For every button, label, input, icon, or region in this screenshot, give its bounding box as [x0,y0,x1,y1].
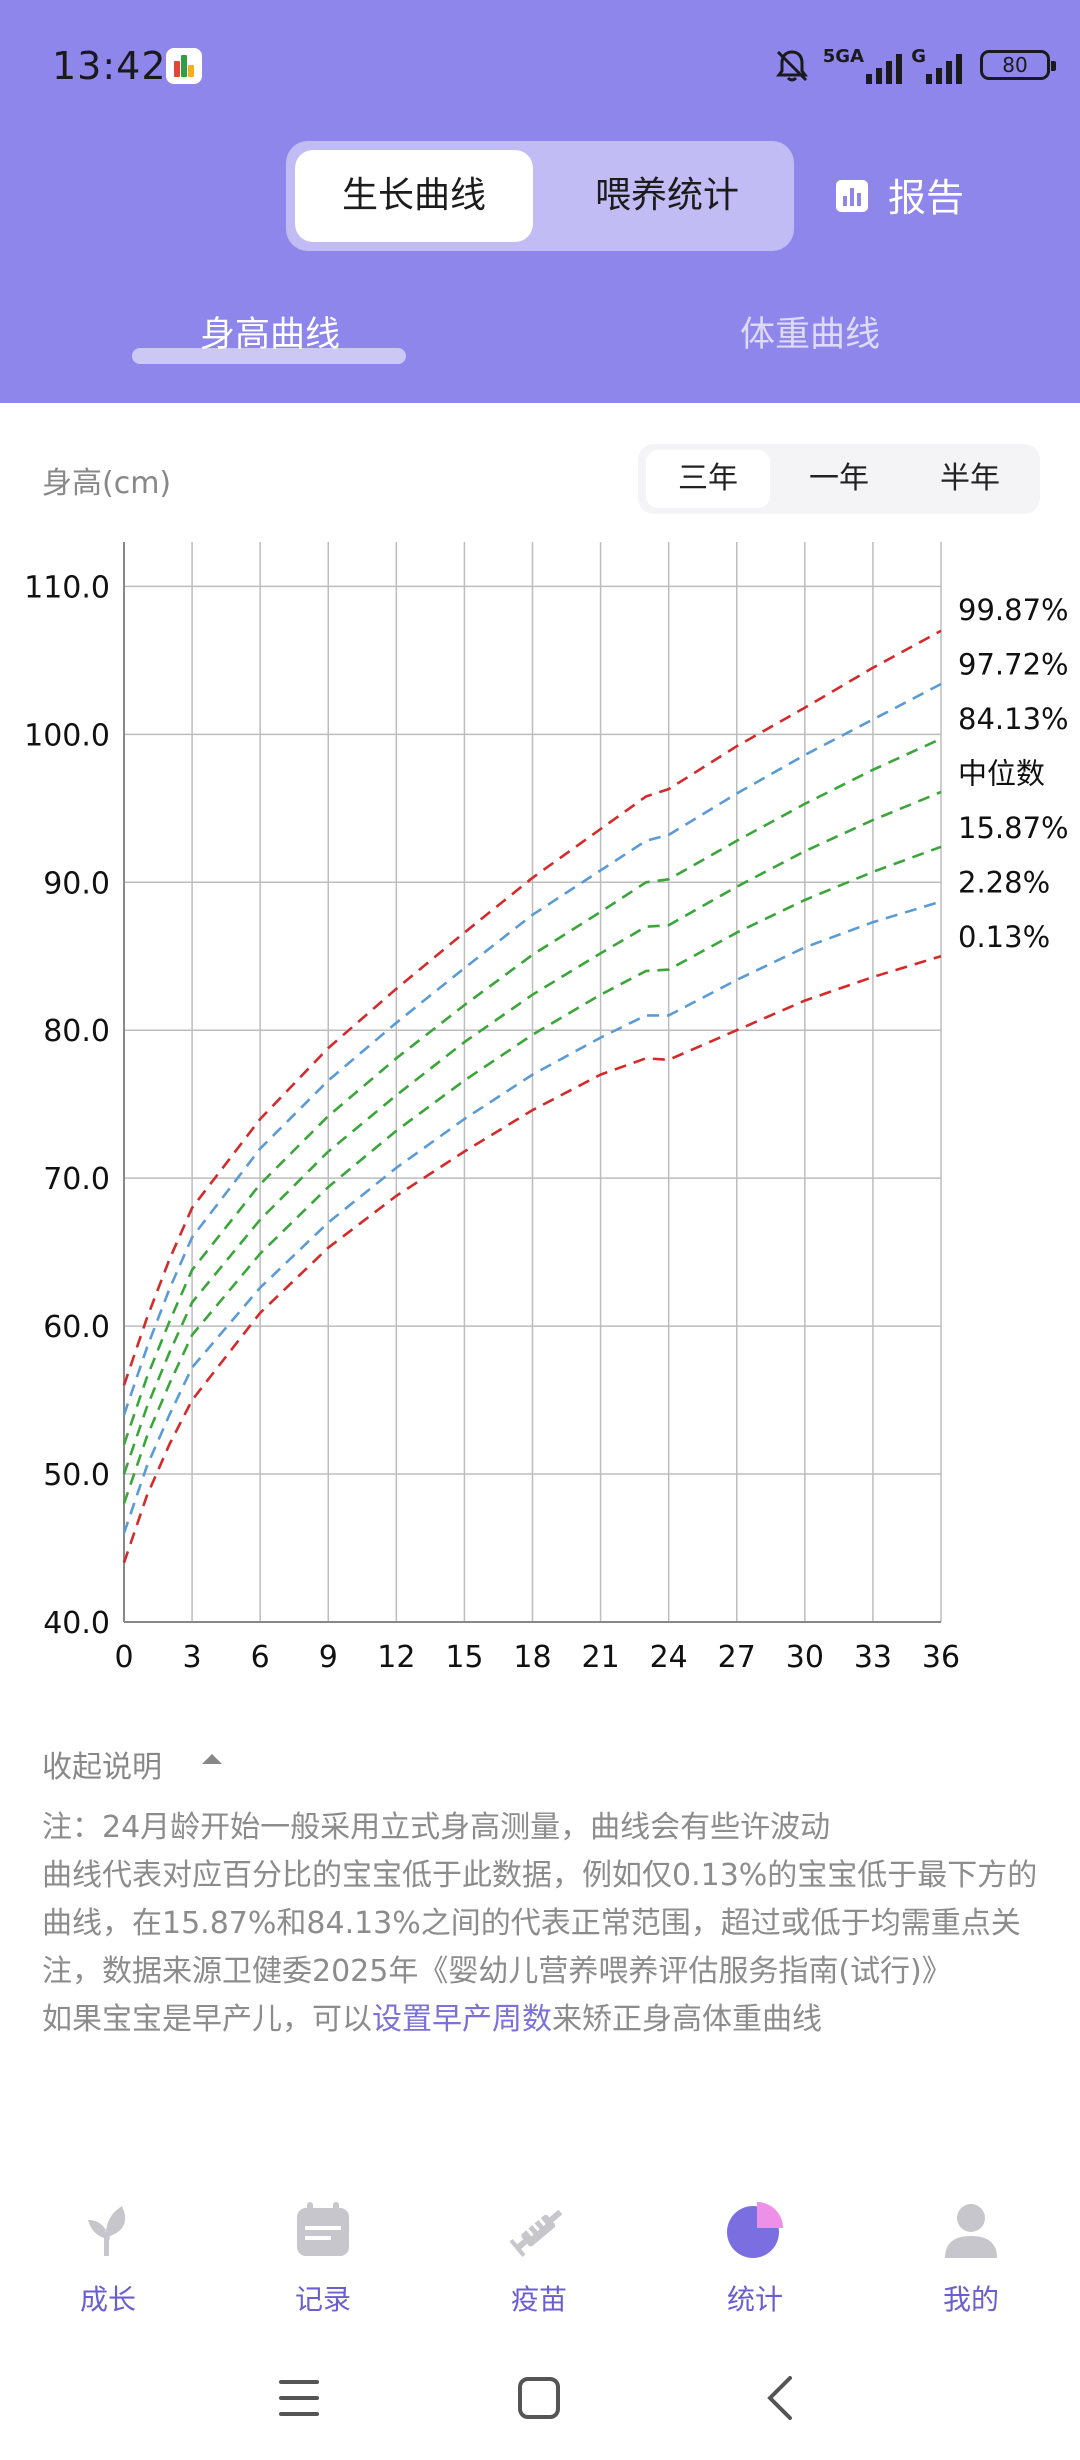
battery-icon: 80 [980,50,1056,80]
x-tick-label: 9 [319,1640,338,1675]
note-line-3-suffix: 来矫正身高体重曲线 [552,2002,822,2037]
note-line-1: 注：24月龄开始一般采用立式身高测量，曲线会有些许波动 [42,1810,831,1845]
nav-mine-label: 我的 [942,2283,999,2316]
x-tick-label: 3 [183,1640,202,1675]
series-label: 97.72% [958,648,1069,682]
network-label-2: G [911,46,926,67]
x-tick-label: 36 [922,1640,960,1675]
note-line-2: 曲线代表对应百分比的宝宝低于此数据，例如仅0.13%的宝宝低于最下方的曲线，在1… [42,1858,1038,1989]
x-tick-label: 27 [718,1640,756,1675]
series-label: 0.13% [958,920,1050,954]
x-tick-label: 33 [854,1640,892,1675]
nav-record[interactable]: 记录 [223,2198,423,2318]
y-tick-label: 60.0 [43,1310,110,1345]
nav-vaccine[interactable]: 疫苗 [439,2198,639,2318]
app-notification-icon [166,48,202,84]
x-tick-label: 18 [513,1640,551,1675]
series-label: 84.13% [958,702,1069,736]
height-growth-chart: 0 3 6 9 12 15 18 21 24 27 30 33 3640.050.060.070.080… [24,542,1069,1675]
x-tick-label: 30 [786,1640,824,1675]
status-time: 13:42 [52,44,167,88]
collapse-label: 收起说明 [42,1750,162,1785]
x-tick-label: 15 [445,1640,483,1675]
signal-icon-2 [926,54,962,84]
syringe-icon [509,2209,563,2257]
tab-feeding-stats[interactable]: 喂养统计 [594,175,739,216]
bar-chart-icon [836,180,868,212]
y-tick-label: 50.0 [43,1458,110,1493]
series-line [122,737,942,1445]
series-line [122,954,942,1564]
chevron-up-icon [202,1754,222,1764]
series-label: 15.87% [958,811,1069,845]
y-tick-label: 90.0 [43,866,110,901]
nav-growth-label: 成长 [79,2283,136,2316]
x-tick-label: 0 [114,1640,133,1675]
series-label: 99.87% [958,593,1069,627]
tab-growth-curve[interactable]: 生长曲线 [295,150,533,242]
y-tick-label: 100.0 [24,718,110,753]
series-label: 中位数 [958,757,1045,791]
y-tick-label: 40.0 [43,1606,110,1641]
x-tick-label: 24 [650,1640,688,1675]
range-switch: 三年 一年 半年 [638,444,1040,514]
menu-icon[interactable] [279,2378,323,2418]
subtab-indicator [132,348,406,364]
subtab-weight-curve[interactable]: 体重曲线 [739,315,880,355]
y-tick-label: 80.0 [43,1014,110,1049]
signal-icon [866,54,902,84]
nav-growth[interactable]: 成长 [8,2198,208,2318]
y-tick-label: 70.0 [43,1162,110,1197]
nav-mine[interactable]: 我的 [871,2198,1071,2318]
range-three-years[interactable]: 三年 [646,450,770,508]
calendar-icon [297,2202,349,2256]
collapse-notes-toggle[interactable]: 收起说明 [42,1742,222,1786]
nav-stats-label: 统计 [726,2283,783,2316]
x-tick-label: 21 [581,1640,619,1675]
series-line [122,629,942,1386]
back-icon[interactable] [762,2374,798,2422]
person-icon [945,2204,997,2258]
range-half-year[interactable]: 半年 [940,461,1000,496]
bottom-nav: 成长 记录 疫苗 [0,2178,1080,2336]
range-one-year[interactable]: 一年 [809,461,869,496]
note-line-3: 如果宝宝是早产儿，可以设置早产周数来矫正身高体重曲线 [42,1996,1042,2044]
nav-stats[interactable]: 统计 [655,2198,855,2318]
notes: 注：24月龄开始一般采用立式身高测量，曲线会有些许波动 曲线代表对应百分比的宝宝… [42,1804,1042,2044]
pie-chart-icon [727,2202,783,2258]
preterm-weeks-link[interactable]: 设置早产周数 [372,2002,552,2037]
status-bar: 13:42 5GA G [0,0,1080,130]
y-axis-unit: 身高(cm) [42,466,172,501]
x-tick-label: 12 [377,1640,415,1675]
sprout-icon [88,2206,126,2256]
note-line-3-prefix: 如果宝宝是早产儿，可以 [42,2002,372,2037]
series-line [122,682,942,1416]
nav-vaccine-label: 疫苗 [510,2283,567,2316]
series-line [122,790,942,1475]
bell-mute-icon [776,50,808,82]
nav-record-label: 记录 [294,2283,351,2316]
report-label: 报告 [888,176,965,220]
header: 13:42 5GA G [0,0,1080,403]
y-tick-label: 110.0 [24,570,110,605]
x-tick-label: 6 [251,1640,270,1675]
series-label: 2.28% [958,866,1050,900]
home-icon[interactable] [517,2376,561,2420]
system-nav-bar [0,2336,1080,2460]
series-line [122,900,942,1534]
main-tab-switch: 生长曲线 喂养统计 [286,141,794,251]
network-label: 5GA [822,46,864,67]
series-line [122,845,942,1505]
